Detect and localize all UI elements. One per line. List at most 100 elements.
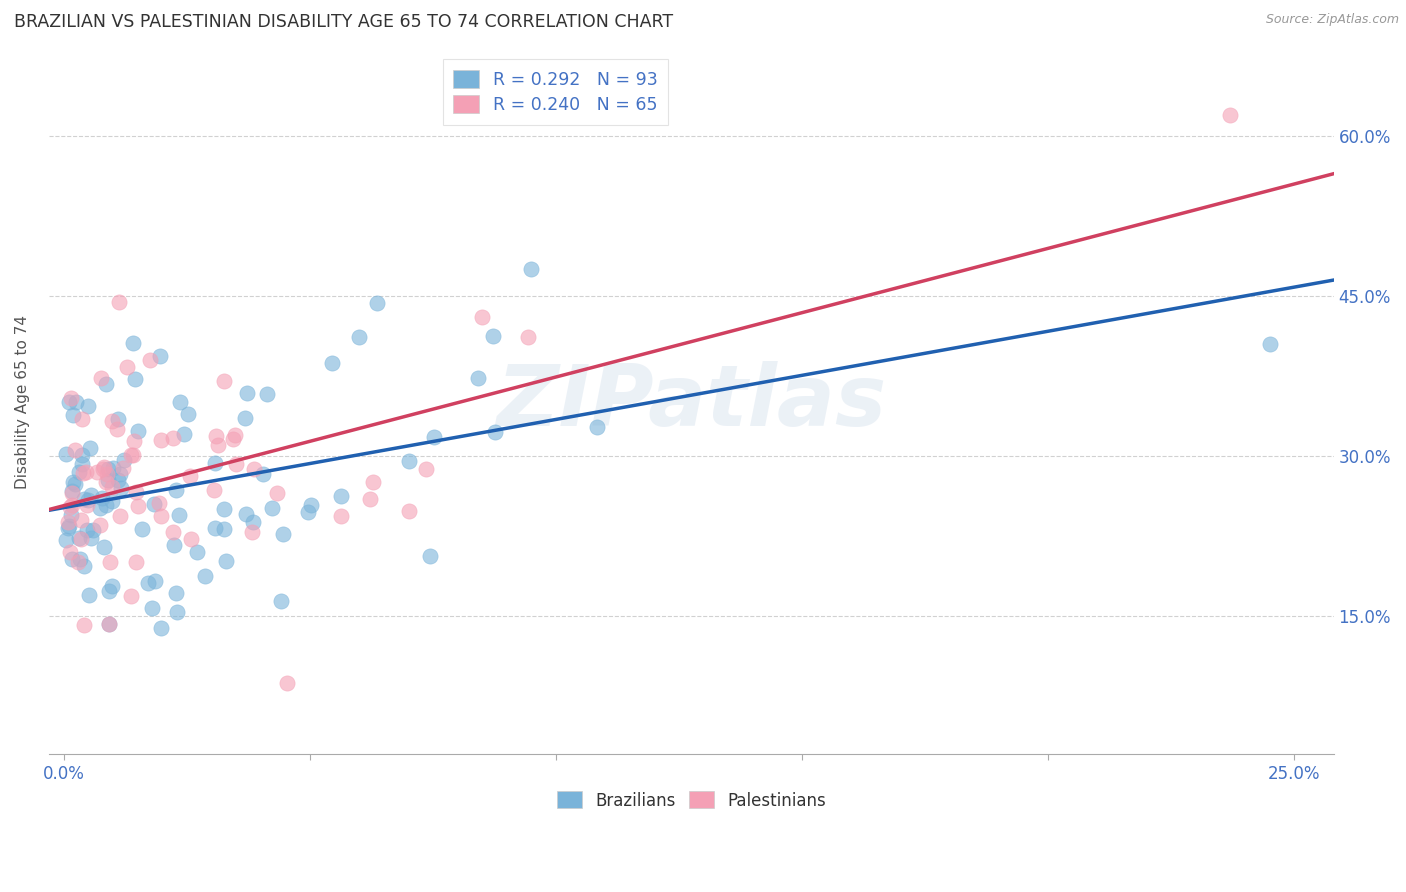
- Point: [165, 483, 187, 497]
- Point: [107, 412, 129, 426]
- Point: [70, 458, 93, 472]
- Point: [266, 486, 288, 500]
- Point: [69, 552, 91, 566]
- Point: [67, 531, 90, 545]
- Point: [58, 395, 80, 409]
- Point: [62, 409, 84, 423]
- Point: [162, 431, 184, 445]
- Point: [347, 330, 370, 344]
- Point: [240, 524, 263, 539]
- Point: [101, 480, 124, 494]
- Point: [120, 448, 142, 462]
- Point: [149, 433, 172, 447]
- Point: [101, 493, 124, 508]
- Point: [359, 491, 381, 506]
- Point: [55, 533, 77, 548]
- Point: [72, 467, 94, 481]
- Point: [127, 424, 149, 438]
- Point: [108, 509, 131, 524]
- Point: [180, 532, 202, 546]
- Point: [149, 621, 172, 635]
- Point: [204, 521, 226, 535]
- Point: [233, 411, 256, 425]
- Point: [89, 517, 111, 532]
- Point: [98, 584, 121, 599]
- Point: [80, 531, 103, 545]
- Point: [93, 459, 115, 474]
- Point: [101, 579, 124, 593]
- Point: [69, 513, 91, 527]
- Point: [86, 465, 108, 479]
- Point: [93, 540, 115, 554]
- Point: [66, 555, 89, 569]
- Point: [329, 508, 352, 523]
- Point: [131, 522, 153, 536]
- Point: [136, 576, 159, 591]
- Point: [467, 371, 489, 385]
- Point: [98, 616, 121, 631]
- Point: [256, 386, 278, 401]
- Point: [276, 676, 298, 690]
- Point: [70, 532, 93, 546]
- Point: [59, 500, 82, 514]
- Point: [56, 515, 79, 529]
- Point: [75, 465, 97, 479]
- Point: [73, 491, 96, 506]
- Point: [148, 496, 170, 510]
- Point: [91, 461, 114, 475]
- Point: [163, 538, 186, 552]
- Point: [94, 475, 117, 489]
- Point: [520, 262, 543, 277]
- Point: [105, 422, 128, 436]
- Point: [89, 501, 111, 516]
- Point: [125, 484, 148, 499]
- Point: [169, 395, 191, 409]
- Point: [80, 488, 103, 502]
- Point: [65, 394, 87, 409]
- Point: [77, 493, 100, 508]
- Point: [252, 467, 274, 481]
- Point: [165, 586, 187, 600]
- Point: [112, 452, 135, 467]
- Point: [177, 408, 200, 422]
- Point: [96, 467, 118, 482]
- Point: [115, 359, 138, 374]
- Y-axis label: Disability Age 65 to 74: Disability Age 65 to 74: [15, 316, 30, 490]
- Point: [202, 483, 225, 497]
- Point: [107, 473, 129, 487]
- Point: [236, 386, 259, 401]
- Point: [108, 467, 131, 482]
- Point: [124, 555, 146, 569]
- Point: [141, 601, 163, 615]
- Point: [243, 462, 266, 476]
- Point: [1258, 336, 1281, 351]
- Point: [73, 559, 96, 574]
- Point: [194, 569, 217, 583]
- Point: [207, 438, 229, 452]
- Point: [124, 371, 146, 385]
- Point: [94, 376, 117, 391]
- Point: [273, 527, 295, 541]
- Point: [235, 507, 257, 521]
- Point: [398, 504, 420, 518]
- Point: [58, 518, 80, 533]
- Point: [517, 330, 540, 344]
- Point: [56, 521, 79, 535]
- Point: [101, 414, 124, 428]
- Point: [299, 498, 322, 512]
- Point: [143, 574, 166, 589]
- Point: [225, 457, 247, 471]
- Point: [122, 449, 145, 463]
- Point: [471, 310, 494, 325]
- Point: [76, 498, 98, 512]
- Point: [79, 442, 101, 456]
- Point: [418, 549, 440, 563]
- Point: [149, 350, 172, 364]
- Point: [112, 461, 135, 475]
- Point: [221, 432, 243, 446]
- Point: [179, 468, 201, 483]
- Point: [361, 475, 384, 489]
- Point: [224, 428, 246, 442]
- Point: [186, 544, 208, 558]
- Point: [482, 328, 505, 343]
